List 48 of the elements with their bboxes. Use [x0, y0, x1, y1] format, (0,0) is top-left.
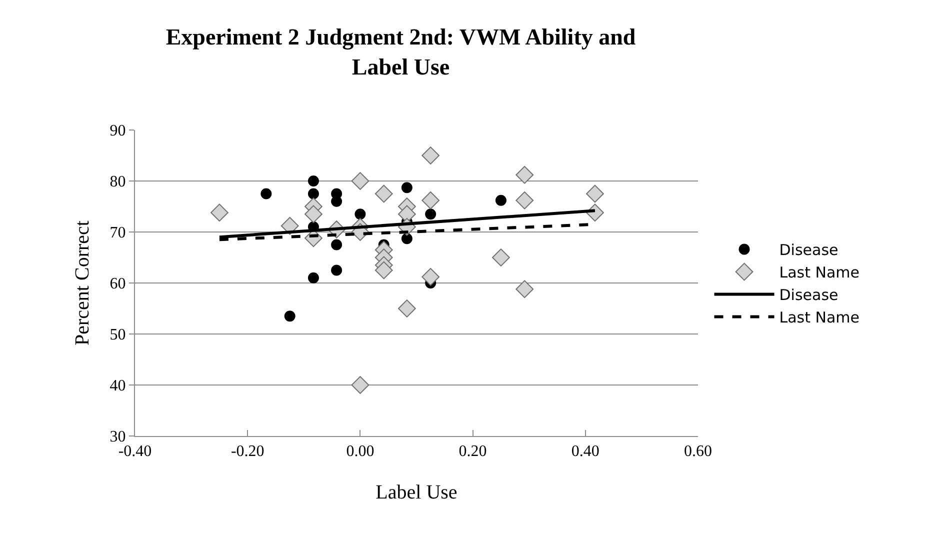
x-tick-label: 0.40 [571, 443, 600, 460]
point [210, 204, 228, 222]
point [351, 172, 370, 190]
y-tick-label: 40 [110, 378, 126, 395]
point [516, 191, 534, 210]
legend-label: Last Name [779, 308, 860, 327]
x-tick-label: 0.00 [346, 443, 374, 460]
point [492, 248, 510, 266]
point [354, 208, 366, 220]
y-tick-label: 50 [110, 326, 126, 344]
point [331, 239, 342, 250]
x-axis-title: Label Use [376, 482, 458, 504]
point [425, 208, 436, 220]
y-axis-title: Percent Correct [71, 220, 94, 346]
point [331, 264, 342, 276]
legend-label: Disease [779, 241, 838, 260]
legend-label: Disease [779, 286, 838, 304]
point [374, 261, 393, 280]
point [401, 233, 412, 244]
point [516, 280, 534, 298]
y-tick-label: 80 [110, 174, 126, 191]
point [280, 216, 299, 235]
point [398, 300, 416, 318]
point [401, 182, 412, 194]
legend-label: Last Name [779, 264, 860, 282]
x-tick-label: -0.20 [230, 443, 264, 460]
y-tick-label: 60 [110, 276, 126, 293]
chart-title: Experiment 2 Judgment 2nd: VWM Ability and Label Use [166, 24, 636, 80]
point [422, 268, 440, 286]
point [516, 166, 534, 184]
point [495, 194, 506, 206]
point [260, 188, 272, 200]
x-tick-label: 0.20 [458, 443, 487, 460]
point [374, 184, 393, 203]
y-tick-label: 30 [110, 428, 126, 446]
x-tick-label: -0.40 [118, 443, 152, 460]
y-tick-label: 90 [110, 122, 126, 140]
x-tick-label: 0.60 [684, 443, 712, 460]
y-tick-label: 70 [110, 224, 126, 242]
point [422, 191, 440, 210]
point [304, 205, 322, 224]
point [284, 310, 296, 322]
point [308, 188, 319, 200]
point [308, 272, 319, 284]
point [422, 146, 440, 164]
point [586, 184, 604, 203]
point [351, 376, 370, 394]
point [308, 176, 319, 186]
